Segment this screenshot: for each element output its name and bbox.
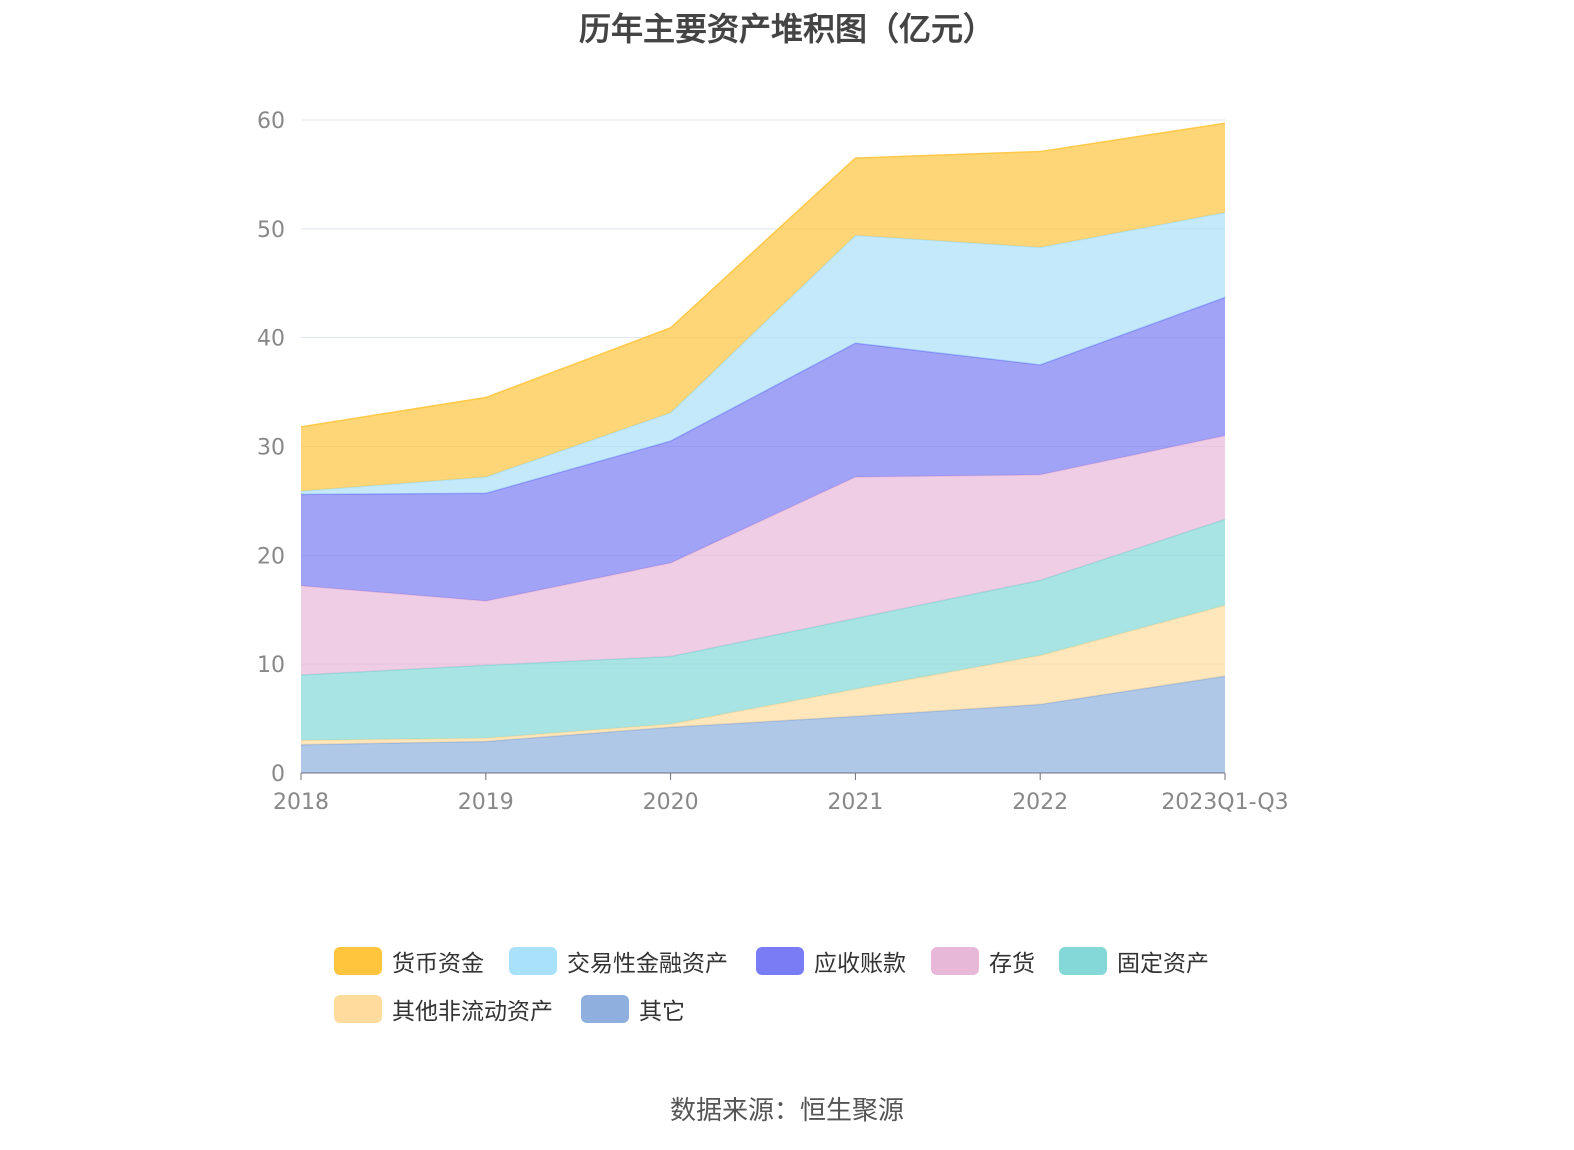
legend-label: 存货 bbox=[989, 951, 1035, 977]
x-tick-label: 2021 bbox=[827, 790, 883, 815]
legend-item[interactable]: 其他非流动资产 bbox=[334, 992, 553, 1026]
legend-swatch bbox=[509, 947, 557, 975]
chart-title: 历年主要资产堆积图（亿元） bbox=[578, 10, 995, 48]
y-tick-label: 0 bbox=[271, 762, 285, 787]
legend-swatch bbox=[334, 995, 382, 1023]
legend-item[interactable]: 应收账款 bbox=[756, 944, 906, 978]
x-tick-label: 2019 bbox=[458, 790, 514, 815]
y-tick-label: 10 bbox=[257, 653, 285, 678]
x-tick-label: 2023Q1-Q3 bbox=[1161, 790, 1288, 815]
legend-label: 其它 bbox=[639, 999, 685, 1025]
y-tick-label: 40 bbox=[257, 327, 285, 352]
legend-label: 货币资金 bbox=[392, 951, 484, 977]
legend-item[interactable]: 其它 bbox=[581, 992, 685, 1026]
y-tick-label: 20 bbox=[257, 544, 285, 569]
area-series-3 bbox=[301, 435, 1225, 676]
area-series-2 bbox=[301, 519, 1225, 741]
legend-swatch bbox=[334, 947, 382, 975]
legend-label: 应收账款 bbox=[814, 951, 906, 977]
area-series-6 bbox=[301, 123, 1225, 492]
area-series-1 bbox=[301, 605, 1225, 745]
y-tick-label: 30 bbox=[257, 436, 285, 461]
legend-item[interactable]: 交易性金融资产 bbox=[509, 944, 728, 978]
data-source: 数据来源：恒生聚源 bbox=[669, 1096, 904, 1126]
x-tick-label: 2020 bbox=[643, 790, 699, 815]
area-series-4 bbox=[301, 297, 1225, 602]
legend-swatch bbox=[581, 995, 629, 1023]
legend-label: 固定资产 bbox=[1117, 951, 1209, 977]
area-series-5 bbox=[301, 212, 1225, 495]
legend-label: 其他非流动资产 bbox=[392, 999, 553, 1025]
series-line-6 bbox=[300, 122, 1226, 428]
legend-swatch bbox=[931, 947, 979, 975]
legend-item[interactable]: 存货 bbox=[931, 944, 1035, 978]
x-tick-label: 2018 bbox=[273, 790, 329, 815]
legend-swatch bbox=[1059, 947, 1107, 975]
x-tick-label: 2022 bbox=[1012, 790, 1068, 815]
y-tick-label: 60 bbox=[257, 109, 285, 134]
legend-item[interactable]: 货币资金 bbox=[334, 944, 484, 978]
y-tick-label: 50 bbox=[257, 218, 285, 243]
legend-label: 交易性金融资产 bbox=[567, 951, 728, 977]
area-series-0 bbox=[301, 676, 1225, 773]
legend-item[interactable]: 固定资产 bbox=[1059, 944, 1209, 978]
legend-swatch bbox=[756, 947, 804, 975]
